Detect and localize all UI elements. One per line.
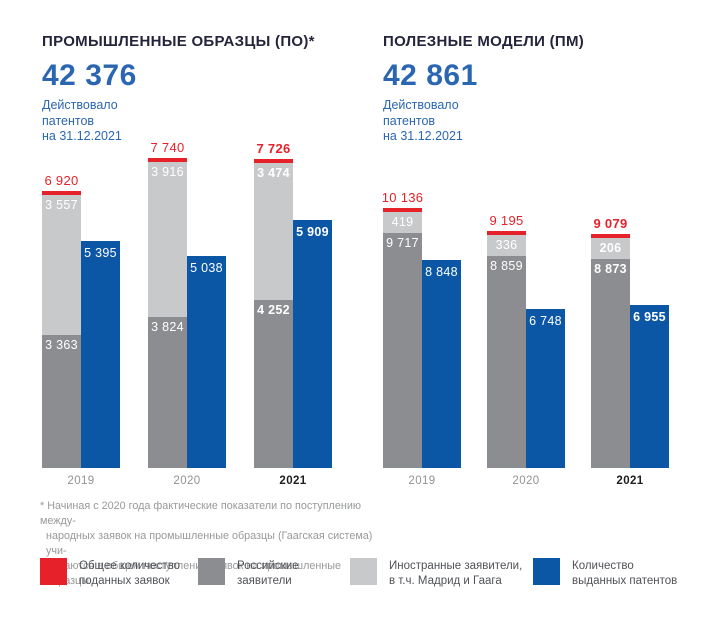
bar-granted-patents: 6 955 xyxy=(630,304,669,468)
caption-line: Действовало xyxy=(383,98,459,112)
stacked-bar-applications: 419 9 717 xyxy=(383,207,422,468)
year-axis-label: 2019 xyxy=(408,475,436,487)
year-axis-label: 2020 xyxy=(173,475,201,487)
legend-item-total: Общее количество поданных заявок xyxy=(40,558,180,588)
legend-label: Российские заявители xyxy=(237,560,299,587)
year-axis-label: 2020 xyxy=(512,475,540,487)
total-applications-cap xyxy=(591,234,630,239)
bar-granted-patents: 6 748 xyxy=(526,309,565,468)
active-patents-count-po: 42 376 xyxy=(42,59,137,92)
stacked-bar-applications: 3 474 4 252 xyxy=(254,158,293,468)
segment-foreign-applicants: 3 916 xyxy=(148,162,187,317)
caption-line: на 31.12.2021 xyxy=(42,129,122,143)
caption-line: патентов xyxy=(383,113,436,128)
legend-label: Общее количество поданных заявок xyxy=(79,560,181,587)
caption-line: на 31.12.2021 xyxy=(383,129,463,143)
chart-title-industrial-designs: ПРОМЫШЛЕННЫЕ ОБРАЗЦЫ (ПО)* xyxy=(42,33,315,50)
caption-line: патентов xyxy=(42,113,95,128)
stacked-bar-applications: 206 8 873 xyxy=(591,234,630,468)
chart-legend: Общее количество поданных заявок Российски… xyxy=(0,558,704,608)
stacked-bar-applications: 3 557 3 363 xyxy=(42,190,81,468)
bar-granted-patents: 5 395 xyxy=(81,241,120,468)
legend-label: Иностранные заявители, в т.ч. Мадрид и Га… xyxy=(389,560,523,587)
legend-item-russian: Российские заявители xyxy=(198,558,299,588)
stacked-bar-applications: 3 916 3 824 xyxy=(148,158,187,468)
section-utility-models: ПОЛЕЗНЫЕ МОДЕЛИ (ПМ) 42 861 Действовало п… xyxy=(383,33,704,145)
segment-russian-applicants: 4 252 xyxy=(254,300,293,468)
active-patents-count-pm: 42 861 xyxy=(383,59,478,92)
segment-russian-applicants: 8 859 xyxy=(487,256,526,468)
bar-granted-patents: 5 909 xyxy=(293,219,332,468)
bar-granted-patents: 8 848 xyxy=(422,260,461,468)
year-axis-label: 2021 xyxy=(279,475,307,487)
legend-swatch-foreign xyxy=(350,558,377,585)
stacked-bar-applications: 336 8 859 xyxy=(487,231,526,468)
legend-item-foreign: Иностранные заявители, в т.ч. Мадрид и Га… xyxy=(350,558,522,588)
total-applications-label: 7 726 xyxy=(256,140,291,156)
bar-granted-patents: 5 038 xyxy=(187,256,226,468)
total-applications-cap xyxy=(42,190,81,195)
section-industrial-designs: ПРОМЫШЛЕННЫЕ ОБРАЗЦЫ (ПО)* 42 376 Действ… xyxy=(42,33,372,145)
total-applications-label: 9 195 xyxy=(489,213,524,229)
total-applications-label: 9 079 xyxy=(593,216,628,232)
total-applications-label: 6 920 xyxy=(44,172,79,188)
total-applications-cap xyxy=(148,158,187,163)
footnote: * Начиная с 2020 года фактические показа… xyxy=(40,499,376,589)
footnote-line: народных заявок на промышленные образцы … xyxy=(46,530,373,557)
year-axis-label: 2019 xyxy=(67,475,95,487)
segment-foreign-applicants: 419 xyxy=(383,211,422,233)
active-patents-caption-po: Действовало патентов на 31.12.2021 xyxy=(42,98,372,145)
total-applications-cap xyxy=(487,231,526,236)
year-axis-label: 2021 xyxy=(616,475,644,487)
total-applications-cap xyxy=(383,207,422,212)
total-applications-label: 7 740 xyxy=(150,140,185,156)
active-patents-caption-pm: Действовало патентов на 31.12.2021 xyxy=(383,98,704,145)
segment-russian-applicants: 8 873 xyxy=(591,259,630,468)
footnote-line: * Начиная с 2020 года фактические показа… xyxy=(40,500,361,527)
segment-russian-applicants: 3 824 xyxy=(148,316,187,468)
segment-foreign-applicants: 3 557 xyxy=(42,194,81,336)
total-applications-cap xyxy=(254,158,293,163)
legend-swatch-russian xyxy=(198,558,225,585)
chart-title-utility-models: ПОЛЕЗНЫЕ МОДЕЛИ (ПМ) xyxy=(383,33,585,50)
legend-swatch-granted xyxy=(533,558,560,585)
legend-label: Количество выданных патентов xyxy=(572,560,678,587)
total-applications-label: 10 136 xyxy=(381,189,424,205)
segment-russian-applicants: 9 717 xyxy=(383,232,422,468)
segment-foreign-applicants: 336 xyxy=(487,235,526,257)
legend-item-granted: Количество выданных патентов xyxy=(533,558,677,588)
caption-line: Действовало xyxy=(42,98,118,112)
segment-foreign-applicants: 3 474 xyxy=(254,162,293,301)
segment-foreign-applicants: 206 xyxy=(591,238,630,260)
legend-swatch-total xyxy=(40,558,67,585)
segment-russian-applicants: 3 363 xyxy=(42,335,81,468)
